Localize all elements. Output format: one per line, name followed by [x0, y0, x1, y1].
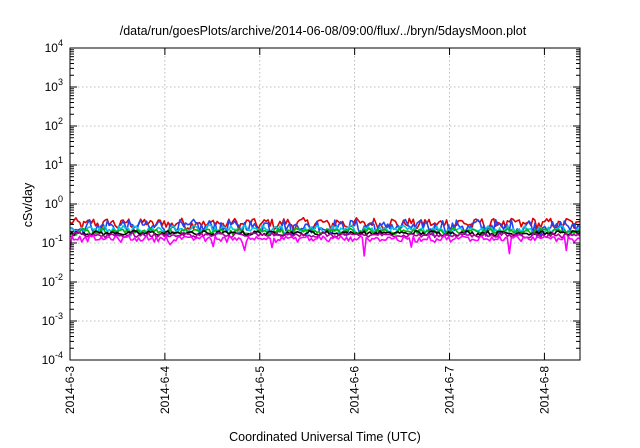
- y-tick-label: 100: [45, 194, 63, 211]
- y-tick-label: 10-4: [42, 350, 63, 367]
- x-tick-label: 2014-6-7: [443, 366, 457, 414]
- series-line: [69, 234, 581, 257]
- y-tick-label: 10-3: [42, 311, 63, 328]
- y-axis-label: cSv/day: [21, 182, 35, 227]
- y-tick-label: 104: [45, 38, 63, 55]
- series-line: [69, 231, 581, 239]
- series-line: [69, 218, 581, 239]
- x-tick-label: 2014-6-8: [537, 366, 551, 414]
- x-tick-label: 2014-6-4: [158, 366, 172, 414]
- x-ticks: 2014-6-3 2014-6-4 2014-6-5 2014-6-6 2014-6-7…: [63, 48, 551, 414]
- y-tick-label: 10-2: [42, 272, 63, 289]
- grid-lines: [70, 48, 580, 360]
- x-tick-label: 2014-6-3: [63, 366, 77, 414]
- y-tick-label: 10-1: [42, 233, 63, 250]
- x-axis-label: Coordinated Universal Time (UTC): [229, 430, 421, 444]
- series-layer: [69, 216, 581, 257]
- y-tick-label: 101: [45, 155, 63, 172]
- chart-title: /data/run/goesPlots/archive/2014-06-08/0…: [120, 24, 527, 38]
- x-tick-label: 2014-6-6: [348, 366, 362, 414]
- x-tick-label: 2014-6-5: [253, 366, 267, 414]
- y-ticks: 10-4 10-3 10-2 10-1 100 101 102 103 104: [42, 38, 580, 367]
- y-tick-label: 102: [45, 116, 63, 133]
- y-tick-label: 103: [45, 77, 63, 94]
